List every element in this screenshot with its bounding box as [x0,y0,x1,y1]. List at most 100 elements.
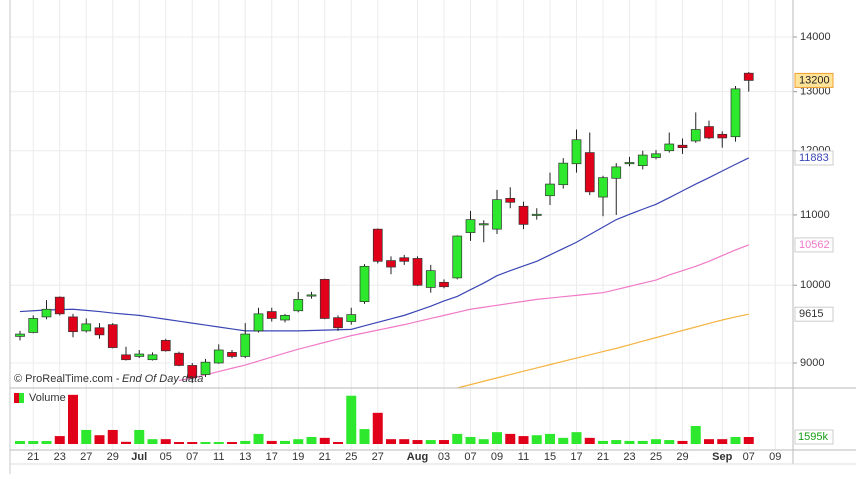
x-tick-label: 17 [570,451,582,463]
volume-bar [160,439,171,444]
candle-body [651,153,661,158]
x-tick-label: Aug [407,451,428,463]
candle-body [81,323,92,332]
candle-body [505,198,516,203]
x-tick-label: 27 [372,451,384,463]
price-tag: 9615 [799,308,823,320]
volume-bar [439,440,449,444]
volume-bar [28,441,39,444]
source: © ProRealTime.com - [14,373,120,385]
volume-bar [306,436,317,444]
marks [15,72,754,444]
volume-bar [174,442,184,444]
x-tick-label: 15 [544,451,556,463]
y-tick-label: 11000 [800,209,830,221]
candle-body [730,88,741,138]
candle-body [558,162,569,186]
volume-bar [478,439,489,444]
candle-body [492,199,502,230]
candle-body [624,162,635,165]
candle-body [690,129,701,142]
x-tick-label: 19 [292,451,304,463]
candle-body [571,139,582,165]
volume-bar [386,439,396,444]
candle-body [280,315,290,321]
x-tick-label: 17 [266,451,278,463]
volume-bar [293,439,304,444]
volume-bar [677,440,688,444]
candle-body [266,311,277,319]
x-tick-label: 29 [676,451,688,463]
candle-body [584,152,595,193]
labels: 9000100001100012000130001400021232729Jul… [27,31,834,463]
price-tag: 11883 [799,152,829,164]
candle-body [637,154,648,166]
x-tick-label: 27 [80,451,92,463]
volume-bar [545,433,555,444]
price-tag-box [794,72,834,88]
y-tick-label: 14000 [800,31,831,43]
volume-bar [147,439,158,444]
candle-body [704,126,714,139]
volume-bar [333,442,343,444]
volume-bar [240,440,251,444]
volume-bar [637,440,648,444]
x-tick-label: 21 [27,451,39,463]
candle-body [41,308,52,318]
candle-body [372,228,383,262]
x-tick-label: 09 [769,451,781,463]
candle-body [359,265,370,303]
y-tick-label: 13000 [800,86,831,98]
volume-bar [624,440,635,444]
volume-icon-up [19,393,24,403]
grid [10,0,797,450]
candle-body [160,340,171,352]
price-tag: 13200 [799,74,830,86]
volume-bar [15,441,25,444]
candle-body [174,352,184,366]
volume-bar [372,412,383,444]
volume-bar [346,395,357,444]
candle-body [319,279,330,319]
candle-body [346,314,357,322]
volume-bar [452,433,463,444]
volume-bar [41,441,52,444]
candle-body [677,144,688,149]
moving-average [178,244,749,382]
candle-body [717,133,728,139]
volume-bar [412,440,423,444]
source-note: End Of Day data [122,373,203,385]
price-tag-box [794,237,834,253]
volume-bar [399,439,410,444]
price-tag-box [794,306,834,322]
candle-body [333,317,343,329]
x-tick-label: 07 [464,451,476,463]
volume-bar [213,442,224,444]
volume-bar [690,426,701,444]
candle-body [399,257,410,262]
volume-bar [81,429,92,444]
candle-body [213,349,224,364]
candle-body [425,270,436,288]
candle-body [227,352,237,357]
volume-bar [227,442,237,444]
volume-bar [518,436,529,444]
candle-body [743,72,754,81]
candle-body [147,354,158,361]
volume-bar [664,440,675,444]
x-tick-label: Jul [131,451,147,463]
price-tag: 10562 [799,239,830,251]
volume-bar [54,436,65,444]
candle-body [28,318,39,333]
volume-bar [717,439,728,444]
candle-body [187,365,198,379]
volume-bar [425,440,436,444]
x-tick-label: 25 [650,451,662,463]
volume-bar [465,436,476,444]
candle-body [253,313,264,332]
volume-bar [319,437,330,444]
volume-bar [266,440,277,444]
volume-bar [598,440,608,444]
x-tick-label: 23 [623,451,635,463]
